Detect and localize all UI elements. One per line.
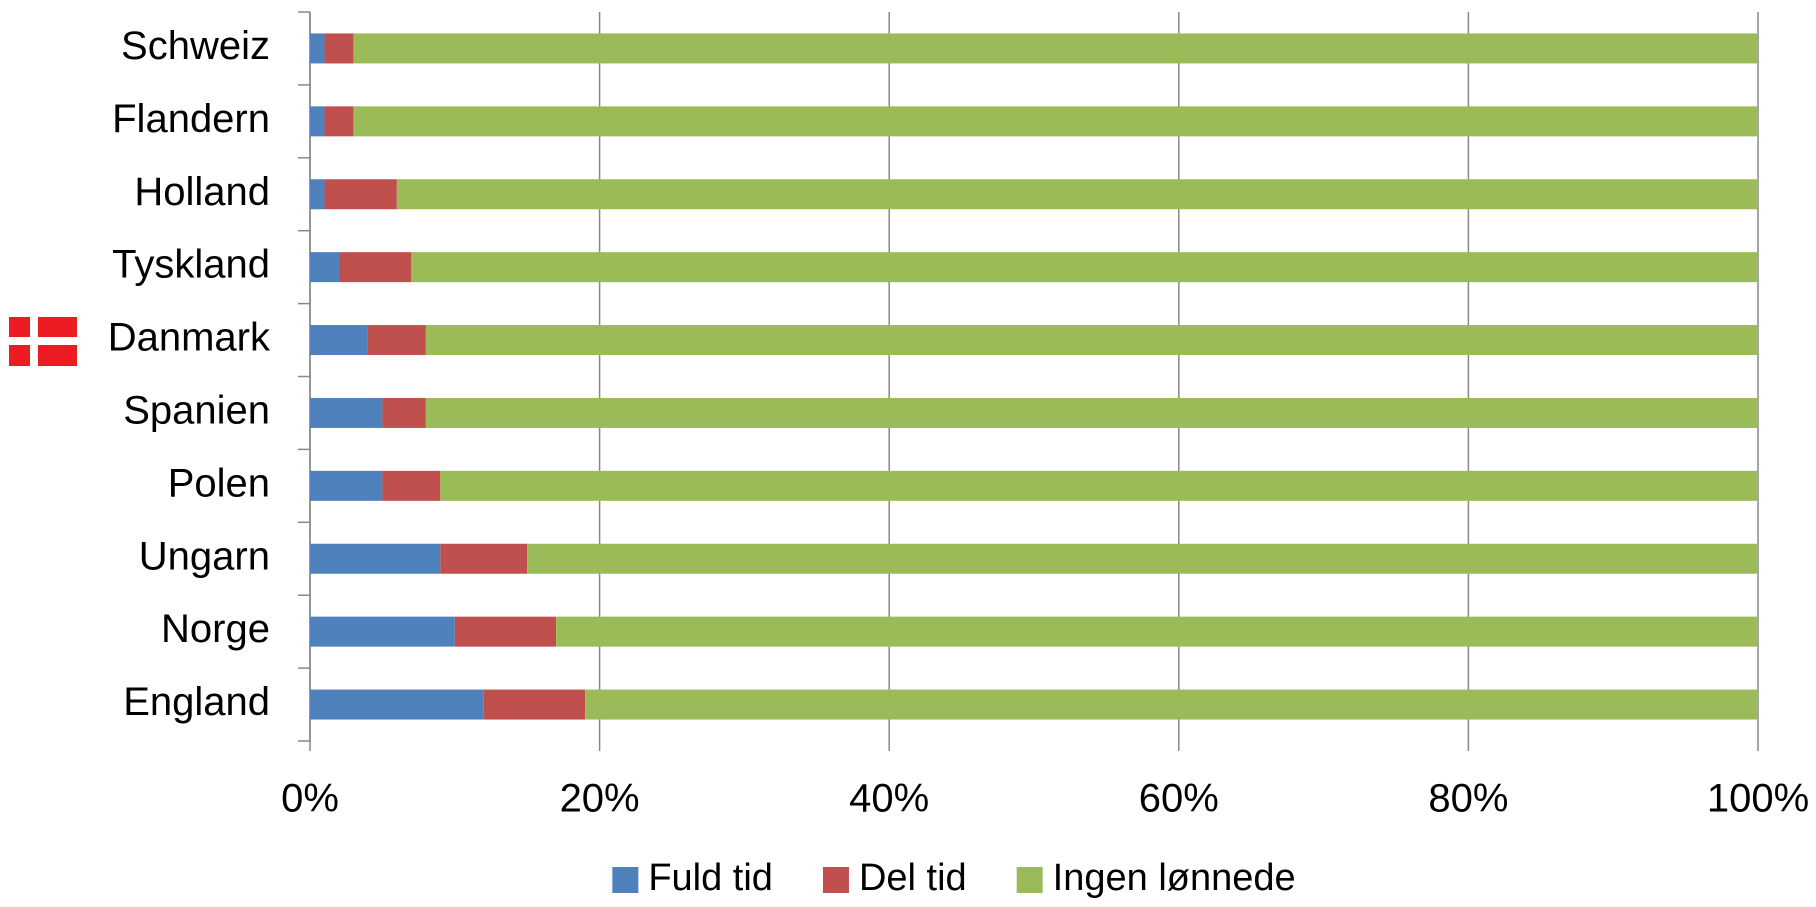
- y-tick-label: Tyskland: [112, 243, 270, 287]
- bar-segment: [440, 543, 528, 574]
- x-tick-label: 80%: [1428, 777, 1508, 821]
- y-tick-label: Holland: [134, 170, 270, 214]
- bar-segment: [353, 106, 1759, 137]
- legend-label: Del tid: [859, 857, 967, 899]
- bar-segment: [425, 397, 1759, 428]
- x-tick-label: 0%: [281, 777, 339, 821]
- bar-segment: [353, 33, 1759, 64]
- legend-swatch: [1016, 867, 1043, 893]
- bar-segment: [310, 33, 325, 64]
- legend-swatch: [612, 867, 639, 893]
- legend-swatch: [822, 867, 849, 893]
- bar-segment: [367, 325, 426, 356]
- bar-segment: [382, 397, 426, 428]
- bar-segment: [556, 616, 1759, 647]
- bar-segment: [338, 252, 412, 283]
- x-tick-label: 100%: [1707, 777, 1809, 821]
- bar-segment: [396, 179, 1758, 210]
- y-tick-label: Spanien: [123, 389, 270, 433]
- bar-segment: [310, 252, 339, 283]
- x-tick-label: 40%: [849, 777, 929, 821]
- y-tick-label: Danmark: [108, 316, 271, 360]
- danish-flag: [9, 317, 77, 366]
- legend-label: Ingen lønnede: [1053, 857, 1296, 899]
- y-tick-label: Schweiz: [121, 24, 270, 68]
- bar-segment: [382, 470, 441, 501]
- legend-label: Fuld tid: [648, 857, 773, 899]
- bar-segment: [310, 397, 383, 428]
- bar-segment: [440, 470, 1758, 501]
- x-tick-label: 20%: [560, 777, 640, 821]
- bar-segment: [310, 616, 455, 647]
- bar-segment: [310, 325, 368, 356]
- bar-segment: [310, 543, 441, 574]
- bar-segment: [310, 106, 325, 137]
- y-tick-label: Flandern: [112, 97, 270, 141]
- bar-segment: [483, 689, 586, 720]
- bar-segment: [324, 33, 354, 64]
- bar-segment: [310, 179, 325, 210]
- bar-segment: [454, 616, 557, 647]
- bar-segment: [310, 470, 383, 501]
- bar-segment: [310, 689, 484, 720]
- bar-segment: [527, 543, 1759, 574]
- x-tick-label: 60%: [1139, 777, 1219, 821]
- bar-segment: [585, 689, 1758, 720]
- bar-segment: [324, 179, 397, 210]
- y-tick-label: England: [123, 680, 270, 724]
- y-tick-label: Norge: [161, 607, 270, 651]
- bar-segment: [425, 325, 1759, 356]
- y-tick-label: Ungarn: [139, 534, 270, 578]
- y-tick-label: Polen: [168, 461, 270, 505]
- bar-segment: [411, 252, 1758, 283]
- bar-segment: [324, 106, 354, 137]
